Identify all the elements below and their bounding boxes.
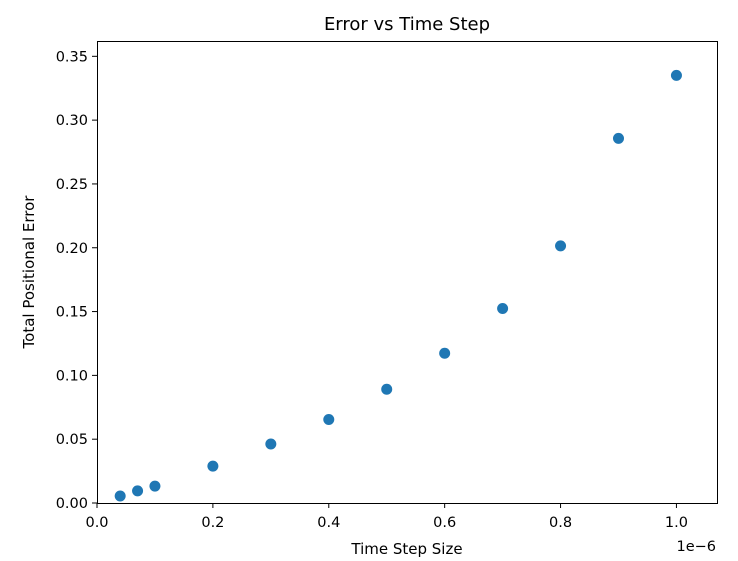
y-tick-label: 0.20 bbox=[56, 241, 88, 257]
data-point bbox=[381, 383, 393, 395]
data-point bbox=[207, 460, 219, 472]
y-tick-label: 0.00 bbox=[56, 496, 88, 512]
x-tick-label: 0.8 bbox=[549, 515, 572, 531]
x-axis-label: Time Step Size bbox=[350, 540, 462, 558]
data-point bbox=[555, 240, 567, 252]
data-point bbox=[670, 69, 682, 81]
x-tick-label: 0.0 bbox=[85, 515, 108, 531]
y-tick-label: 0.10 bbox=[56, 368, 88, 384]
data-point bbox=[497, 303, 509, 315]
y-tick-label: 0.35 bbox=[56, 49, 88, 65]
data-point bbox=[439, 347, 451, 359]
data-point bbox=[114, 490, 126, 502]
data-point bbox=[132, 485, 144, 497]
x-tick-label: 0.2 bbox=[201, 515, 224, 531]
data-point bbox=[612, 132, 624, 144]
x-axis: 0.0 0.2 0.4 0.6 0.8 1.0 bbox=[85, 503, 688, 531]
y-axis-label: Total Positional Error bbox=[20, 195, 38, 350]
data-point bbox=[149, 480, 161, 492]
data-points bbox=[114, 69, 682, 502]
y-axis: 0.00 0.05 0.10 0.15 0.20 0.25 0.30 0.35 bbox=[56, 49, 97, 512]
chart-title: Error vs Time Step bbox=[324, 14, 490, 35]
x-axis-offset-label: 1e−6 bbox=[676, 539, 716, 555]
y-tick-label: 0.30 bbox=[56, 113, 88, 129]
x-tick-label: 0.4 bbox=[317, 515, 340, 531]
y-tick-label: 0.15 bbox=[56, 305, 88, 321]
data-point bbox=[323, 414, 335, 426]
data-point bbox=[265, 438, 277, 450]
plot-frame bbox=[97, 41, 718, 504]
y-tick-label: 0.05 bbox=[56, 432, 88, 448]
x-tick-label: 0.6 bbox=[433, 515, 456, 531]
y-tick-label: 0.25 bbox=[56, 177, 88, 193]
x-tick-label: 1.0 bbox=[665, 515, 688, 531]
